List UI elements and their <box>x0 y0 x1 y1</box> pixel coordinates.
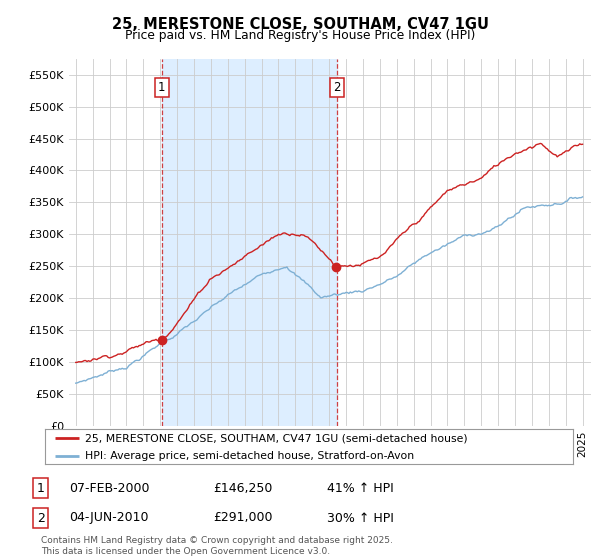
Text: HPI: Average price, semi-detached house, Stratford-on-Avon: HPI: Average price, semi-detached house,… <box>85 451 414 461</box>
Text: 2: 2 <box>37 511 45 525</box>
Text: Contains HM Land Registry data © Crown copyright and database right 2025.
This d: Contains HM Land Registry data © Crown c… <box>41 536 392 556</box>
Text: 04-JUN-2010: 04-JUN-2010 <box>69 511 149 525</box>
Text: 25, MERESTONE CLOSE, SOUTHAM, CV47 1GU (semi-detached house): 25, MERESTONE CLOSE, SOUTHAM, CV47 1GU (… <box>85 433 467 444</box>
Text: 2: 2 <box>333 81 341 94</box>
Text: 25, MERESTONE CLOSE, SOUTHAM, CV47 1GU: 25, MERESTONE CLOSE, SOUTHAM, CV47 1GU <box>112 17 488 32</box>
Text: £146,250: £146,250 <box>213 482 272 495</box>
Text: 1: 1 <box>158 81 166 94</box>
Text: £291,000: £291,000 <box>213 511 272 525</box>
Text: 1: 1 <box>37 482 45 495</box>
Text: 41% ↑ HPI: 41% ↑ HPI <box>327 482 394 495</box>
Text: Price paid vs. HM Land Registry's House Price Index (HPI): Price paid vs. HM Land Registry's House … <box>125 29 475 42</box>
Text: 07-FEB-2000: 07-FEB-2000 <box>69 482 149 495</box>
Bar <box>162 59 337 426</box>
Text: 30% ↑ HPI: 30% ↑ HPI <box>327 511 394 525</box>
